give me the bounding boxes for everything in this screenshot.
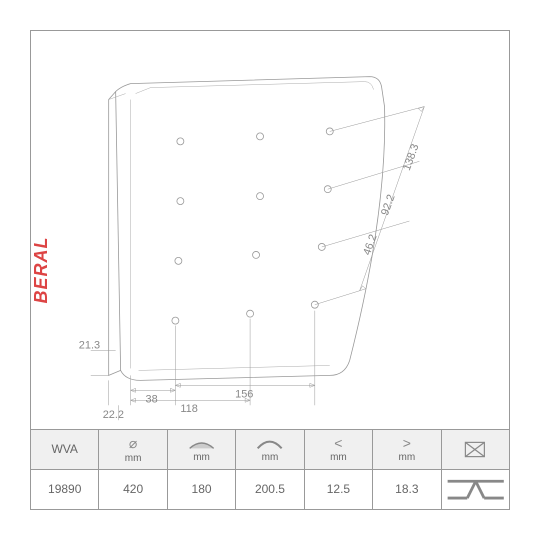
dim-156: 156 — [235, 388, 253, 400]
dim-138-3: 138.3 — [401, 142, 422, 172]
header-material — [442, 430, 509, 469]
header-width: mm — [168, 430, 236, 469]
table-value-row: 19890 420 180 200.5 12.5 18.3 — [31, 470, 509, 509]
value-length: 200.5 — [236, 470, 304, 509]
spec-table: WVA ⌀mm mm mm <mm >mm 19890 420 180 200.… — [31, 429, 509, 509]
value-min: 12.5 — [305, 470, 373, 509]
value-wva: 19890 — [31, 470, 99, 509]
header-wva: WVA — [31, 430, 99, 469]
dim-21-3: 21.3 — [79, 340, 100, 352]
dim-118: 118 — [180, 403, 197, 415]
value-diameter: 420 — [99, 470, 167, 509]
profile-icon — [442, 470, 509, 509]
length-icon — [255, 435, 284, 451]
less-than-icon: < — [334, 435, 342, 451]
diameter-icon: ⌀ — [129, 435, 137, 452]
dim-22-2: 22.2 — [103, 409, 124, 421]
header-diameter: ⌀mm — [99, 430, 167, 469]
width-icon — [187, 435, 216, 451]
header-min: <mm — [305, 430, 373, 469]
value-width: 180 — [168, 470, 236, 509]
material-icon — [463, 440, 487, 459]
dim-38: 38 — [146, 393, 158, 405]
value-max: 18.3 — [373, 470, 441, 509]
table-header-row: WVA ⌀mm mm mm <mm >mm — [31, 430, 509, 470]
value-profile — [442, 470, 509, 509]
brake-lining-svg: 21.3 22.2 38 118 156 46.2 92.2 138.3 — [31, 31, 509, 431]
dim-92-2: 92.2 — [379, 193, 398, 217]
header-length: mm — [236, 430, 304, 469]
dim-46-2: 46.2 — [361, 233, 380, 257]
technical-drawing: 21.3 22.2 38 118 156 46.2 92.2 138.3 — [31, 31, 509, 431]
greater-than-icon: > — [403, 435, 411, 451]
diagram-frame: 21.3 22.2 38 118 156 46.2 92.2 138.3 WVA… — [30, 30, 510, 510]
header-max: >mm — [373, 430, 441, 469]
